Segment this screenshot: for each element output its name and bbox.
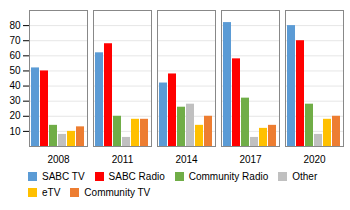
html-text:Community Radio: Community Radio [188,170,269,182]
svg-text:80: 80 [9,20,21,31]
svg-text:70: 70 [9,35,21,46]
svg-text:2011: 2011 [112,154,134,165]
svg-text:2020: 2020 [303,154,326,165]
svg-text:40: 40 [9,80,21,91]
svg-text:20: 20 [9,110,21,121]
html-text:SABC TV: SABC TV [42,170,85,182]
svg-text:10: 10 [9,126,21,137]
svg-text:60: 60 [9,50,21,61]
html-text:eTV: eTV [42,187,61,199]
svg-text:2017: 2017 [239,154,262,165]
svg-text:30: 30 [9,95,21,106]
html-text:Other: Other [292,170,318,182]
svg-text:2008: 2008 [47,154,70,165]
html-text:SABC Radio: SABC Radio [108,170,165,182]
svg-text:2014: 2014 [175,154,198,165]
svg-text:50: 50 [9,65,21,76]
html-text:Community TV: Community TV [84,187,151,199]
